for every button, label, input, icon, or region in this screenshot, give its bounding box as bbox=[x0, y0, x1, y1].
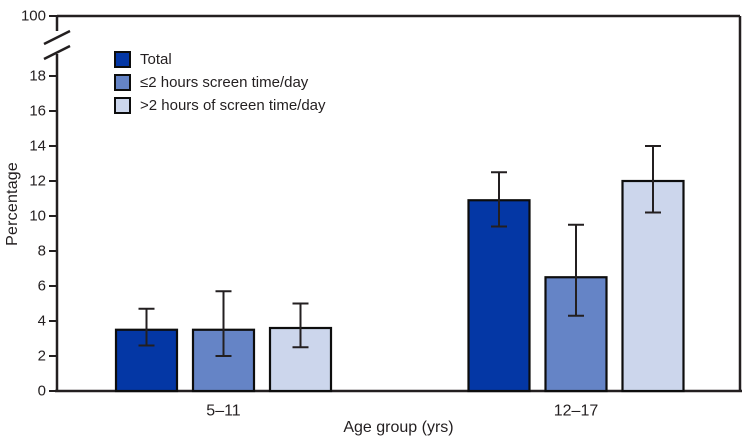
legend-swatch-gt2-hours-icon bbox=[114, 97, 131, 114]
y-tick-label: 0 bbox=[38, 383, 46, 400]
legend-swatch-total-icon bbox=[114, 51, 131, 68]
y-axis-title-wrap: Percentage bbox=[4, 16, 22, 391]
legend-label-gt2-hours: >2 hours of screen time/day bbox=[140, 97, 326, 114]
bar-2-hours-of-screen-time-day-12-17 bbox=[621, 179, 685, 393]
legend-label-le2-hours: ≤2 hours screen time/day bbox=[140, 74, 309, 91]
y-axis-title: Percentage bbox=[4, 161, 21, 246]
y-tick-label: 4 bbox=[38, 313, 46, 330]
y-tick-label: 10 bbox=[29, 208, 46, 225]
x-category-label-5-11: 5–11 bbox=[206, 403, 241, 420]
y-tick-label: 16 bbox=[29, 103, 46, 120]
y-tick-label-top: 100 bbox=[21, 8, 46, 25]
y-tick-label: 2 bbox=[38, 348, 46, 365]
legend-item-gt2-hours: >2 hours of screen time/day bbox=[114, 97, 326, 114]
x-category-label-12-17: 12–17 bbox=[554, 403, 599, 420]
legend-swatch-le2-hours-icon bbox=[114, 74, 131, 91]
legend-label-total: Total bbox=[140, 51, 172, 68]
y-tick-label: 14 bbox=[29, 138, 46, 155]
y-tick-label: 12 bbox=[29, 173, 46, 190]
bar-total-12-17 bbox=[467, 199, 531, 393]
legend-item-le2-hours: ≤2 hours screen time/day bbox=[114, 74, 326, 91]
x-axis-title: Age group (yrs) bbox=[343, 419, 454, 436]
y-tick-label: 8 bbox=[38, 243, 46, 260]
legend: Total ≤2 hours screen time/day >2 hours … bbox=[114, 51, 326, 120]
y-tick-label: 6 bbox=[38, 278, 46, 295]
y-tick-label: 18 bbox=[29, 68, 46, 85]
axis-break-slash-upper bbox=[43, 29, 71, 46]
axis-break-slash-lower bbox=[43, 44, 71, 61]
legend-item-total: Total bbox=[114, 51, 326, 68]
